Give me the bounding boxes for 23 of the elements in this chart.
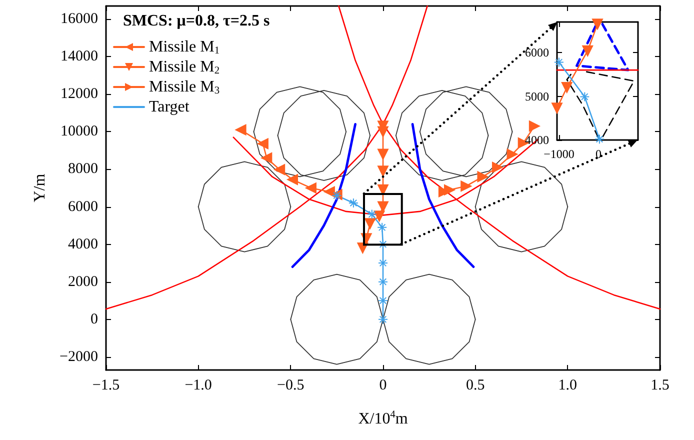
x-tick-label: −1.5 bbox=[92, 378, 120, 394]
x-tick-label: 1.5 bbox=[650, 378, 670, 394]
y-tick-label: 10000 bbox=[60, 124, 98, 140]
y-axis-title: Y/m bbox=[32, 173, 48, 202]
x-tick-label: 0.5 bbox=[466, 378, 485, 394]
y-tick-label: 12000 bbox=[60, 86, 98, 102]
x-tick-label: −1000 bbox=[544, 147, 574, 161]
y-tick-label: 2000 bbox=[68, 274, 98, 290]
y-tick-label: 4000 bbox=[68, 236, 98, 252]
x-tick-label: 0 bbox=[379, 378, 387, 394]
x-tick-label: 1.0 bbox=[558, 378, 578, 394]
y-tick-label: 5000 bbox=[525, 89, 549, 104]
y-tick-label: 0 bbox=[90, 311, 98, 328]
legend-label: Target bbox=[149, 98, 190, 116]
y-tick-label: 6000 bbox=[68, 198, 98, 215]
y-tick-label: 6000 bbox=[525, 46, 549, 60]
y-tick-label: −2000 bbox=[60, 348, 98, 365]
y-tick-label: 14000 bbox=[60, 48, 98, 65]
x-tick-label: −0.5 bbox=[277, 378, 304, 394]
legend-title: SMCS: μ=0.8, τ=2.5 s bbox=[123, 12, 270, 30]
y-tick-label: 8000 bbox=[68, 161, 98, 178]
y-tick-label: 16000 bbox=[60, 11, 98, 28]
x-tick-label: −1.0 bbox=[184, 378, 212, 394]
